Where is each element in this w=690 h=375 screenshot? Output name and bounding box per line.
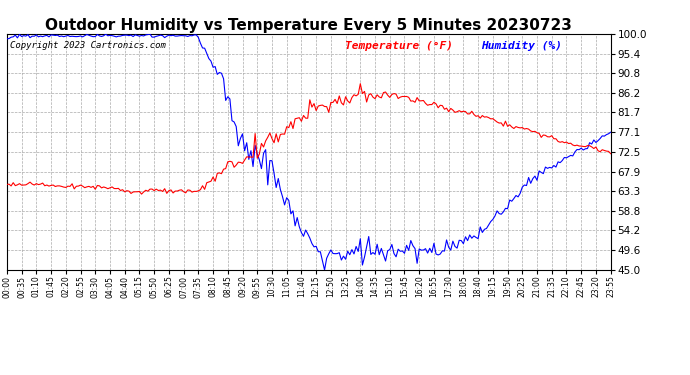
Text: Humidity (%): Humidity (%) bbox=[481, 41, 562, 51]
Text: Copyright 2023 Cartronics.com: Copyright 2023 Cartronics.com bbox=[10, 41, 166, 50]
Title: Outdoor Humidity vs Temperature Every 5 Minutes 20230723: Outdoor Humidity vs Temperature Every 5 … bbox=[46, 18, 572, 33]
Text: Temperature (°F): Temperature (°F) bbox=[345, 41, 453, 51]
